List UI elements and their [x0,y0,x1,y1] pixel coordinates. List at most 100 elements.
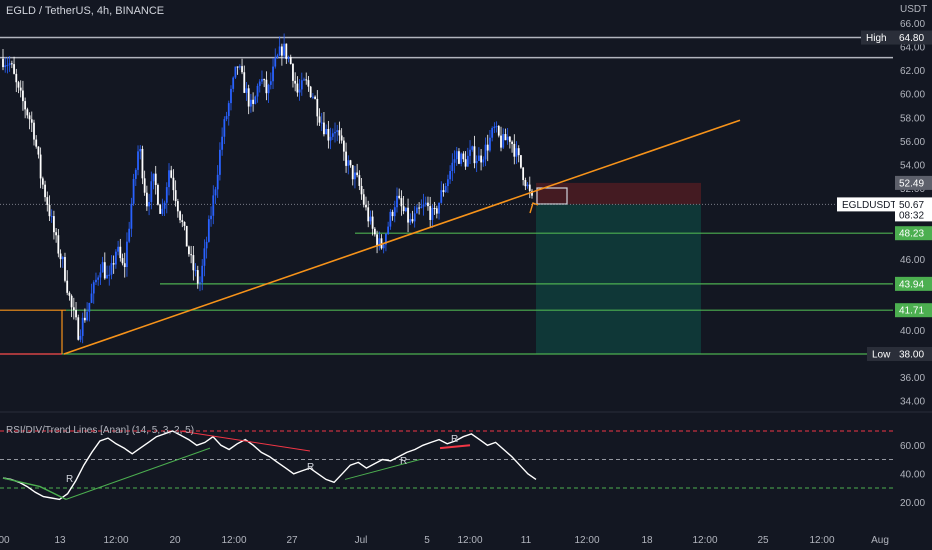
candle-body [484,144,487,160]
candle-body [267,84,270,94]
candle-body [433,208,436,210]
candle-body [309,86,312,98]
candle-body [329,136,332,141]
divergence-label: R [400,456,407,467]
candle-body [486,144,489,151]
price-tick-label: 56.00 [900,137,925,148]
time-tick-label: 27 [286,535,298,546]
ascending-trendline [63,119,741,355]
candle-body [422,204,425,207]
candle-body [132,178,135,204]
price-tag-bg [895,175,932,190]
candle-body [378,238,381,247]
candle-body [117,246,119,252]
candle-body [81,317,84,336]
time-tick-label: 12:00 [103,535,128,546]
candle-body [320,122,323,124]
candle-body [365,204,367,208]
candle-body [371,216,374,229]
candle-body [354,172,356,180]
candle-body [236,66,239,68]
price-tag-value: 48.23 [899,229,924,240]
price-tag-value: 52.49 [899,178,924,189]
candle-body [298,89,301,93]
candle-body [431,208,434,220]
candle-body [311,96,314,98]
candle-body [342,140,345,152]
candle-body [502,134,505,148]
candle-body [83,317,86,321]
candle-body [114,251,117,265]
candle-body [440,190,443,203]
candle-body [513,143,516,157]
candle-body [168,170,170,188]
candle-body [159,204,162,214]
candle-body [261,79,263,82]
candle-body [382,244,385,249]
candle-body [495,126,498,128]
price-tag-support[interactable]: 48.23 [895,226,932,241]
candle-body [524,180,527,187]
candle-body [269,81,272,85]
price-tag-entry[interactable]: 52.49 [895,175,932,190]
candle-body [154,173,157,185]
rsi-tick-label: 40.00 [900,469,925,480]
price-tag-high[interactable]: High 64.80 [861,30,932,45]
candle-body [41,178,44,185]
time-tick-label: 13 [54,535,66,546]
price-tag-support[interactable]: 43.94 [895,276,932,291]
candle-body [522,167,525,181]
candle-body [380,238,383,249]
candle-body [274,57,277,67]
candle-body [303,79,305,81]
indicator-title[interactable]: RSI/DIV/Trend Lines [Anan] (14, 5, 3, 2,… [6,425,195,436]
candle-body [145,192,148,207]
candle-body [373,228,376,235]
rsi-bull-trendline [344,459,421,480]
candle-body [351,165,354,180]
candle-body [59,253,62,260]
candle-body [300,80,303,90]
candle-body [287,57,290,59]
candle-body [318,116,321,123]
candle-body [203,248,206,266]
candle-body [201,265,204,283]
candle-body [258,81,261,86]
candle-body [464,159,467,167]
candle-body [517,148,520,156]
candle-body [276,55,279,58]
candle-body [289,57,292,64]
candle-body [179,211,181,221]
candle-body [39,154,42,179]
candle-body [285,43,288,59]
candle-body [216,174,219,190]
candle-body [28,115,31,120]
candle-body [531,190,533,196]
candle-body [504,134,507,141]
candle-body [174,190,177,202]
candle-body [411,219,414,222]
candle-body [256,85,259,97]
candle-body [376,234,378,247]
time-tick-label: 12:00 [221,535,246,546]
price-tag-support[interactable]: 41.71 [895,303,932,318]
price-tag-low[interactable]: Low 38.00 [867,347,932,361]
candle-body [190,254,193,256]
candle-body [280,46,283,56]
candle-body [219,149,221,175]
candle-body [53,216,55,233]
candle-body [369,216,372,222]
candle-body [227,103,230,117]
candle-body [307,80,310,87]
candle-body [362,194,365,205]
candle-body [234,66,237,78]
time-axis: 00 13 12:00 20 12:00 27 Jul 5 12:00 11 12:00 18 12:0… [0,535,889,546]
candle-body [451,162,454,171]
price-tag-label-bg [861,30,895,45]
candle-body [33,122,35,140]
candle-body [150,181,153,203]
candle-body [435,208,438,214]
candle-body [10,63,13,65]
